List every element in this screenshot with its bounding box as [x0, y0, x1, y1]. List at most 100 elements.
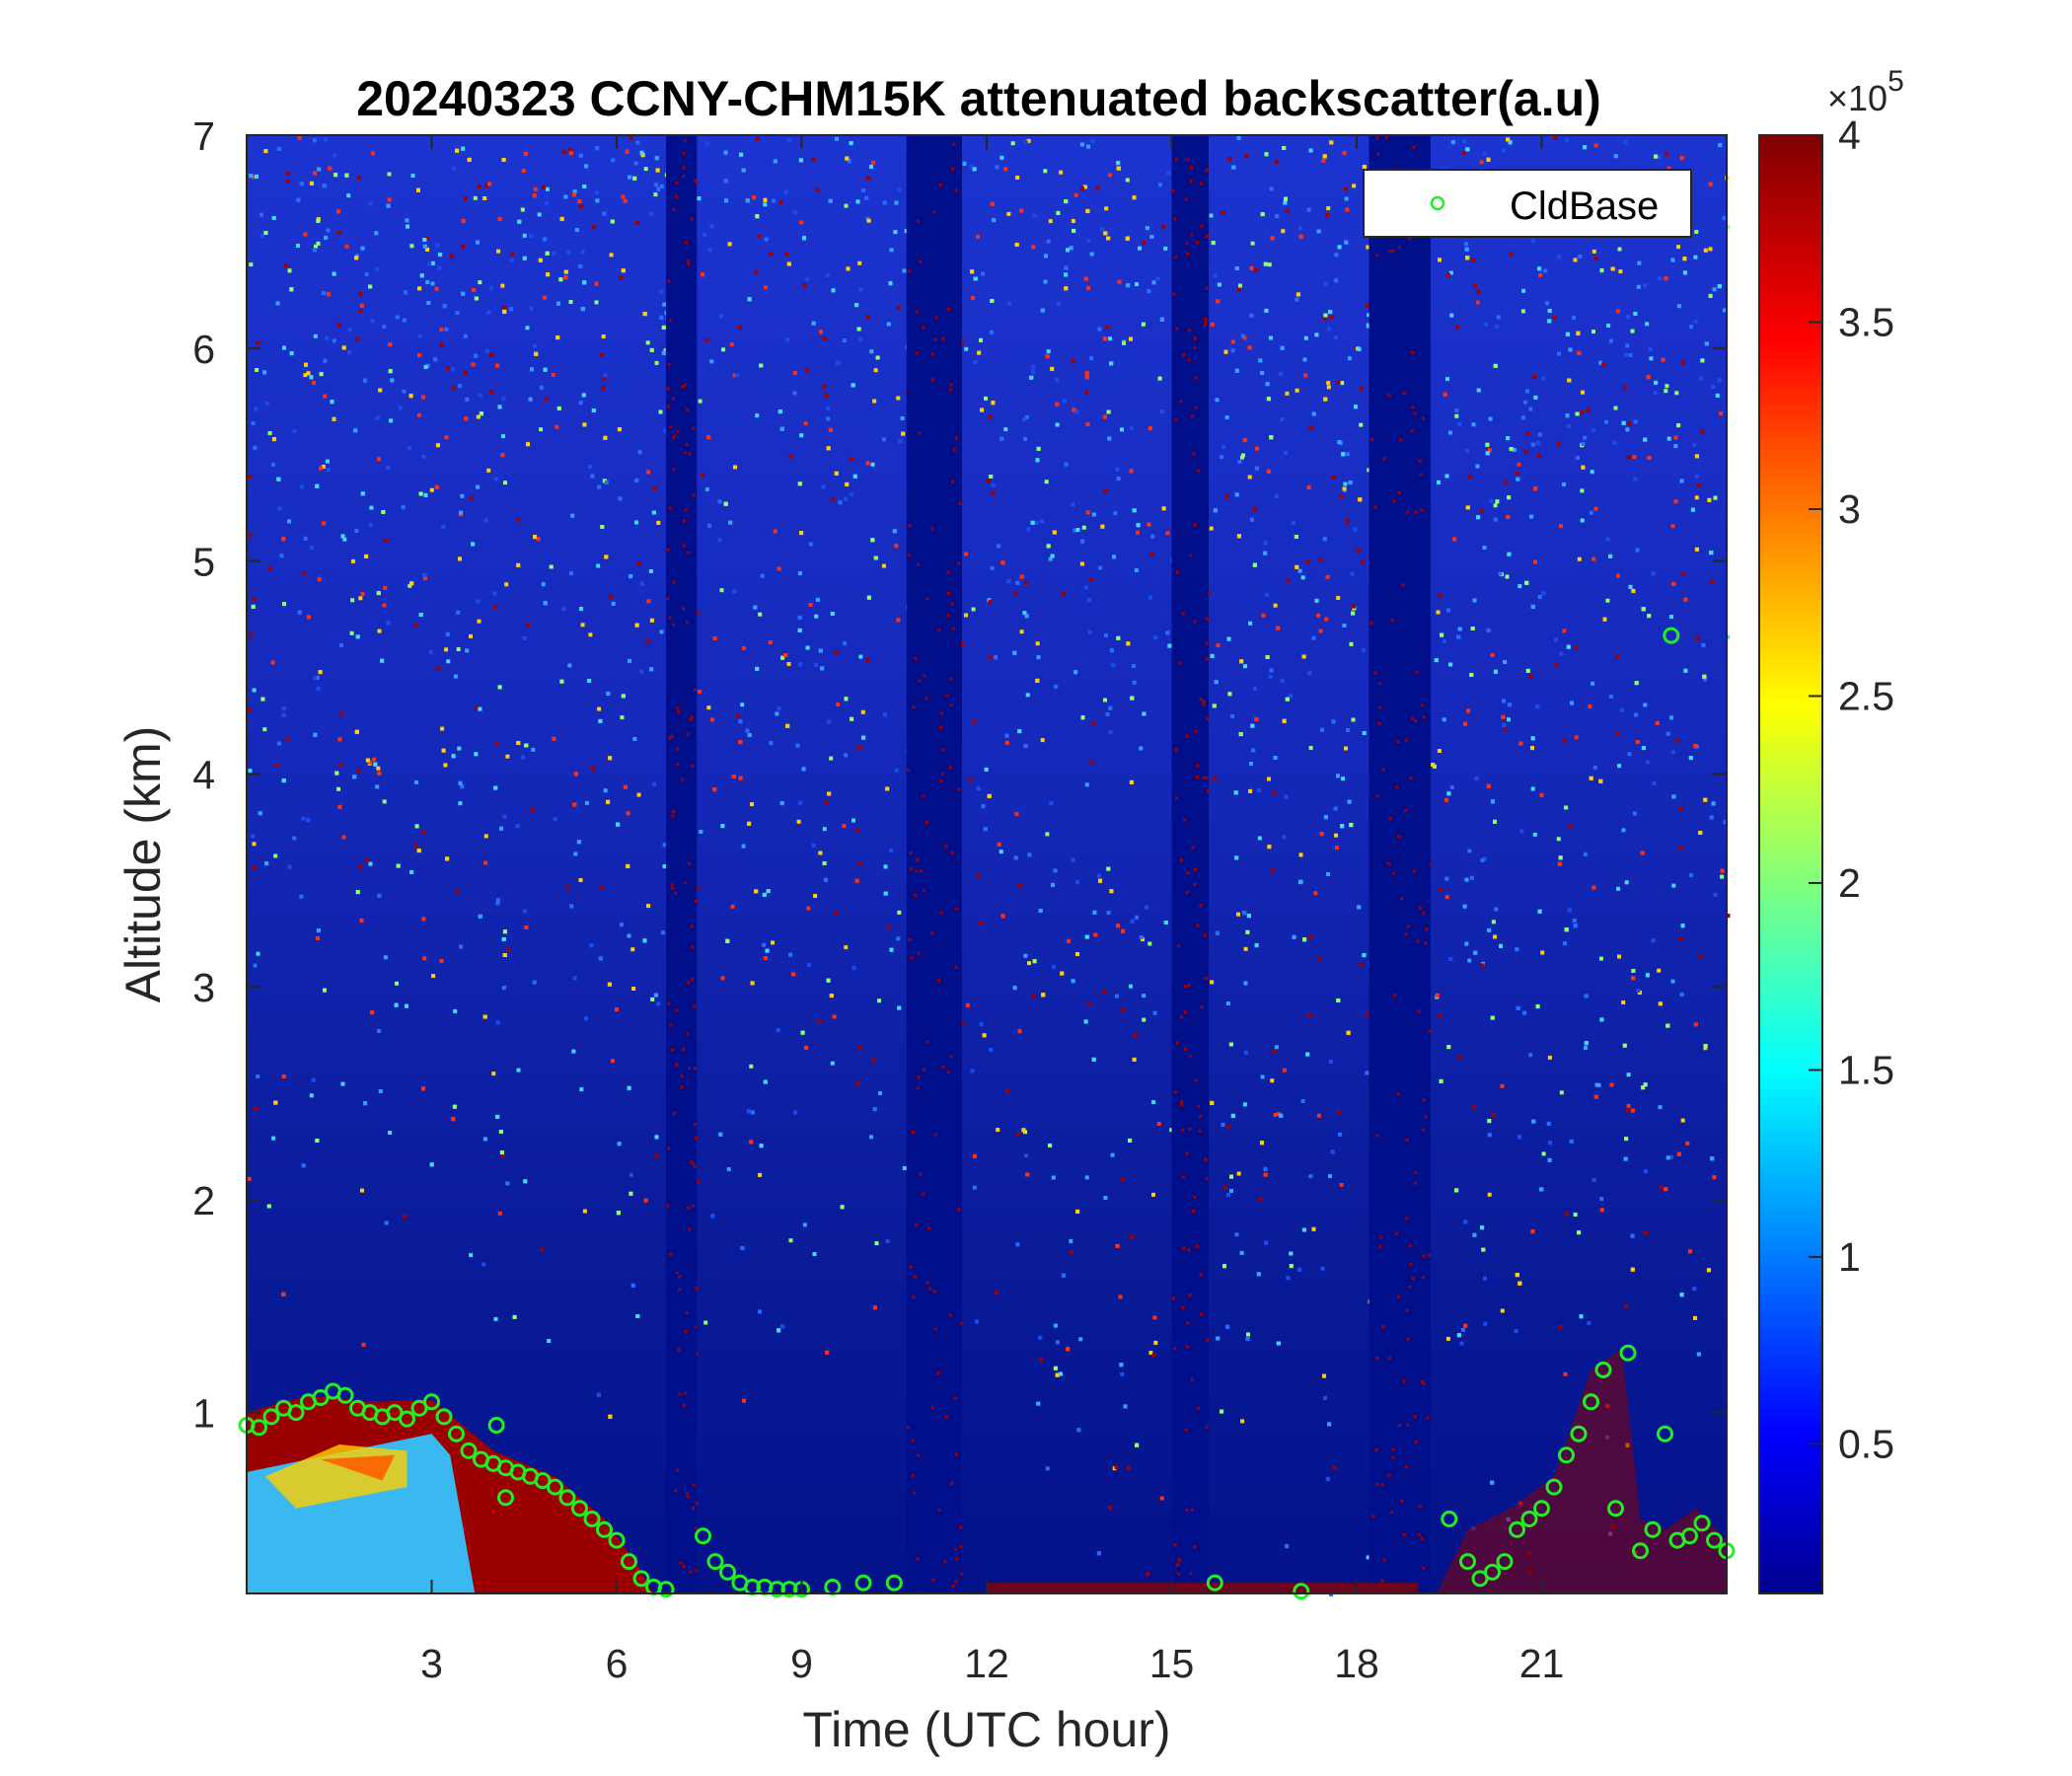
heatmap-noise-cell [855, 828, 860, 833]
heatmap-noise-cell [1318, 629, 1323, 633]
heatmap-noise-cell [1447, 430, 1452, 435]
heatmap-noise-cell [1471, 422, 1476, 427]
heatmap-noise-cell [628, 175, 632, 180]
heatmap-noise-cell [636, 561, 641, 565]
heatmap-noise-cell [973, 276, 978, 281]
heatmap-noise-cell [1553, 136, 1558, 140]
heatmap-noise-cell [1439, 1078, 1443, 1083]
heatmap-gap-speckle-cell [1390, 619, 1394, 623]
heatmap-noise-cell [591, 408, 596, 412]
heatmap-noise-cell [1064, 286, 1069, 291]
heatmap-noise-cell [818, 851, 823, 855]
colorbar-tick-label: 2 [1838, 860, 1861, 906]
heatmap-noise-cell [582, 1209, 587, 1214]
heatmap-noise-cell [1022, 611, 1027, 616]
heatmap-noise-cell [282, 345, 286, 350]
heatmap-noise-cell [1434, 658, 1439, 663]
heatmap-gap-speckle-cell [1395, 785, 1399, 789]
heatmap-noise-cell [1116, 635, 1121, 640]
heatmap-noise-cell [1575, 456, 1580, 460]
legend[interactable]: CldBase [1363, 169, 1692, 238]
heatmap-noise-cell [738, 740, 743, 745]
heatmap-gap-speckle-cell [941, 1065, 945, 1069]
heatmap-noise-cell [892, 529, 897, 534]
heatmap-noise-cell [347, 350, 351, 355]
heatmap-noise-cell [1726, 225, 1731, 230]
heatmap-noise-cell [1485, 442, 1490, 447]
heatmap-noise-cell [755, 413, 760, 418]
heatmap-noise-cell [661, 930, 666, 935]
heatmap-noise-cell [552, 736, 556, 741]
heatmap-noise-cell [656, 186, 661, 191]
heatmap-noise-cell [1643, 703, 1648, 707]
heatmap-gap-speckle-cell [690, 1160, 694, 1164]
heatmap-noise-cell [1085, 510, 1090, 515]
heatmap-noise-cell [545, 251, 550, 256]
heatmap-noise-cell [1449, 313, 1454, 318]
heatmap-noise-cell [793, 1110, 798, 1115]
heatmap-noise-cell [491, 1072, 496, 1076]
heatmap-noise-cell [1692, 1287, 1697, 1292]
heatmap-noise-cell [1552, 316, 1557, 321]
heatmap-gap-speckle-cell [1194, 867, 1197, 871]
heatmap-noise-cell [469, 633, 473, 638]
heatmap-noise-cell [512, 1314, 517, 1319]
heatmap-noise-cell [1694, 495, 1699, 500]
heatmap-noise-cell [1025, 1172, 1030, 1177]
heatmap-noise-cell [1251, 748, 1256, 753]
heatmap-gap-speckle-cell [914, 1223, 918, 1226]
heatmap-noise-cell [1529, 514, 1534, 519]
heatmap-noise-cell [332, 416, 336, 421]
heatmap-noise-cell [1254, 466, 1259, 471]
heatmap-noise-cell [629, 135, 633, 140]
heatmap-noise-cell [742, 1398, 746, 1403]
heatmap-noise-cell [1096, 1551, 1101, 1556]
heatmap-noise-cell [1465, 505, 1470, 510]
heatmap-noise-cell [834, 911, 839, 916]
heatmap-gap-speckle-cell [1186, 253, 1190, 257]
heatmap-noise-cell [606, 692, 611, 696]
heatmap-noise-cell [1086, 238, 1091, 243]
heatmap-noise-cell [1658, 1001, 1663, 1006]
heatmap-gap-speckle-cell [1397, 491, 1401, 494]
heatmap-gap-speckle-cell [1204, 321, 1207, 325]
heatmap-noise-cell [1577, 1230, 1582, 1235]
heatmap-noise-cell [857, 861, 862, 866]
heatmap-noise-cell [1633, 419, 1638, 424]
heatmap-noise-cell [1012, 986, 1017, 991]
heatmap-noise-cell [1005, 1089, 1009, 1093]
heatmap-gap-speckle-cell [1405, 1308, 1409, 1312]
colorbar-tick-label: 2.5 [1838, 673, 1894, 718]
heatmap-gap-speckle-cell [1387, 861, 1391, 865]
heatmap-gap-speckle-cell [667, 279, 671, 283]
heatmap-noise-cell [1599, 956, 1603, 961]
heatmap-noise-cell [623, 784, 628, 789]
heatmap-noise-cell [1210, 653, 1215, 658]
heatmap-gap-speckle-cell [1174, 748, 1178, 752]
heatmap-noise-cell [388, 369, 393, 374]
heatmap-noise-cell [359, 303, 364, 308]
heatmap-noise-cell [642, 938, 647, 943]
heatmap-noise-cell [1357, 346, 1362, 351]
heatmap-noise-cell [474, 353, 479, 358]
heatmap-gap-speckle-cell [1184, 197, 1188, 201]
heatmap-noise-cell [1463, 1323, 1468, 1328]
heatmap-noise-cell [1234, 492, 1239, 497]
heatmap-noise-cell [869, 164, 873, 169]
heatmap-noise-cell [573, 851, 578, 856]
heatmap-noise-cell [346, 193, 351, 198]
heatmap-noise-cell [1489, 498, 1494, 503]
heatmap-noise-cell [870, 538, 875, 543]
heatmap-surface-layer [987, 1583, 1419, 1593]
heatmap-noise-cell [1084, 585, 1088, 590]
heatmap-noise-cell [1035, 521, 1040, 525]
heatmap-noise-cell [1532, 832, 1537, 837]
heatmap-noise-cell [739, 152, 744, 157]
heatmap-noise-cell [421, 917, 426, 922]
heatmap-noise-cell [501, 397, 506, 402]
heatmap-noise-cell [1626, 1103, 1631, 1108]
heatmap-noise-cell [590, 474, 595, 479]
heatmap-noise-cell [1708, 182, 1713, 186]
heatmap-noise-cell [489, 286, 493, 291]
heatmap-gap-speckle-cell [1206, 1338, 1209, 1342]
